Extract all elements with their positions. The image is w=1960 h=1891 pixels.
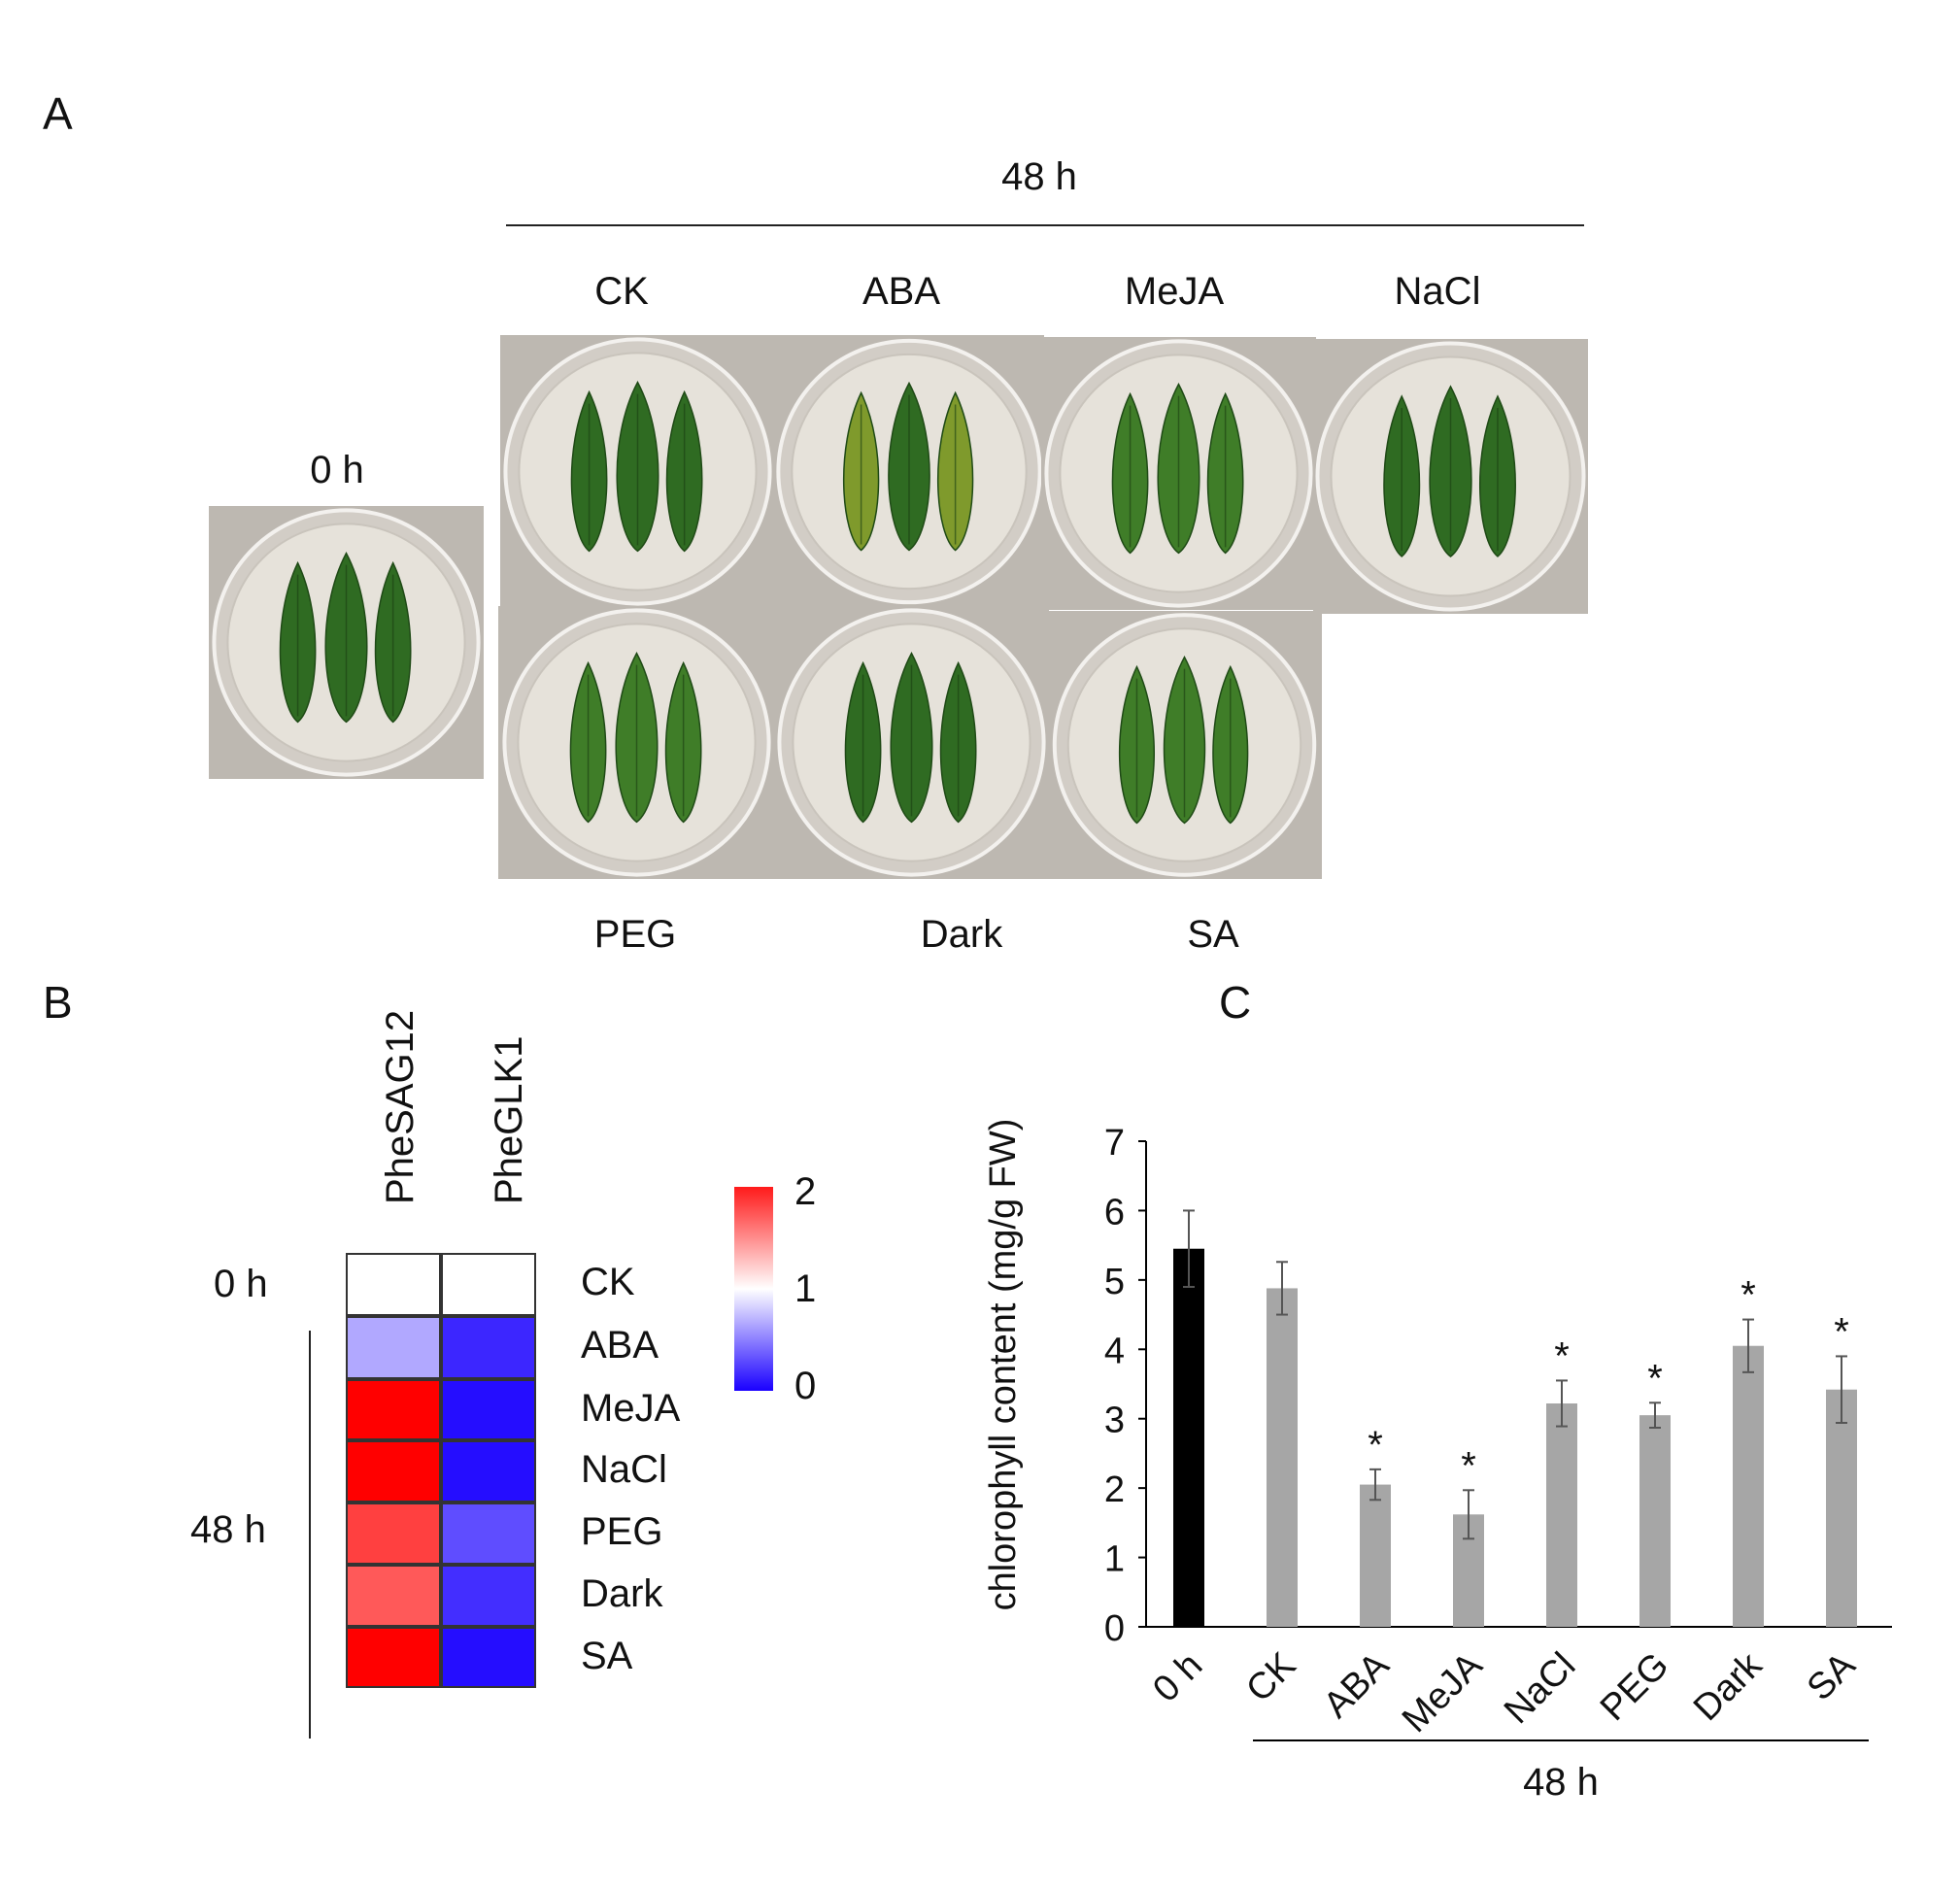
heatmap-cell: [441, 1379, 536, 1440]
heatmap-group-48h: 48 h: [190, 1508, 266, 1551]
x-tick-label: SA: [1800, 1644, 1864, 1708]
panel-a-48h-header: 48 h: [1001, 155, 1077, 198]
panel-a-label-aba: ABA: [862, 270, 941, 313]
heatmap-row-label: SA: [581, 1635, 633, 1677]
bar: [1639, 1415, 1671, 1627]
x-tick-label: PEG: [1593, 1645, 1676, 1729]
colorbar-tick-1: 1: [794, 1267, 817, 1310]
x-tick-label: Dark: [1686, 1644, 1771, 1729]
dish-photo-aba: [774, 335, 1044, 608]
group-label: 48 h: [1523, 1761, 1599, 1804]
dish-photo-0h: [209, 506, 484, 779]
heatmap-group-0h: 0 h: [214, 1263, 268, 1305]
heatmap-row-label: ABA: [581, 1324, 659, 1367]
colorbar-tick-0: 0: [794, 1365, 817, 1407]
y-tick-label: 0: [1104, 1608, 1125, 1649]
panel-a-label-ck: CK: [594, 270, 649, 313]
dish-photo-dark: [774, 606, 1049, 879]
significance-marker: *: [1461, 1444, 1476, 1487]
heatmap-cell: [441, 1503, 536, 1565]
heatmap-cell: [346, 1379, 441, 1440]
panel-a-label: A: [43, 88, 73, 139]
heatmap-cell: [441, 1627, 536, 1688]
panel-a-48h-bracket: [506, 224, 1584, 226]
heatmap-row-label: NaCl: [581, 1448, 667, 1491]
bar: [1267, 1288, 1298, 1627]
x-tick-label: NaCl: [1497, 1645, 1583, 1732]
bar: [1826, 1389, 1857, 1627]
panel-a-0h-label: 0 h: [310, 449, 364, 491]
heatmap-row-label: CK: [581, 1261, 635, 1303]
x-tick-label: 0 h: [1145, 1645, 1210, 1710]
x-tick-label: ABA: [1316, 1644, 1398, 1726]
dish-photo-sa: [1047, 611, 1322, 879]
heatmap-cell: [346, 1253, 441, 1316]
significance-marker: *: [1554, 1334, 1570, 1377]
dish-photo-nacl: [1313, 339, 1588, 614]
panel-c-label: C: [1219, 977, 1252, 1028]
bar: [1733, 1345, 1764, 1627]
y-tick-label: 6: [1104, 1192, 1125, 1233]
significance-marker: *: [1368, 1424, 1383, 1467]
heatmap-cell: [346, 1627, 441, 1688]
x-tick-label: CK: [1238, 1645, 1303, 1710]
panel-b-label: B: [43, 977, 73, 1028]
bar: [1173, 1248, 1204, 1627]
heatmap-row-label: Dark: [581, 1572, 663, 1615]
dish-photo-meja: [1041, 337, 1316, 610]
dish-photo-peg: [498, 606, 775, 879]
y-tick-label: 3: [1104, 1401, 1125, 1441]
heatmap-row-label: PEG: [581, 1510, 663, 1553]
heatmap-cell: [346, 1440, 441, 1503]
heatmap-cell: [441, 1565, 536, 1627]
significance-marker: *: [1740, 1274, 1756, 1317]
x-tick-label: MeJA: [1395, 1644, 1491, 1740]
panel-a-label-sa: SA: [1187, 913, 1239, 956]
panel-a-label-meja: MeJA: [1124, 270, 1225, 313]
significance-marker: *: [1834, 1310, 1849, 1353]
heatmap-cell: [346, 1565, 441, 1627]
heatmap-cell: [346, 1503, 441, 1565]
y-tick-label: 7: [1104, 1123, 1125, 1164]
dish-photo-ck: [500, 335, 775, 608]
heatmap-colorbar: [734, 1187, 773, 1391]
y-tick-label: 1: [1104, 1539, 1125, 1580]
bar: [1360, 1484, 1391, 1627]
heatmap-cell: [441, 1440, 536, 1503]
panel-a-label-peg: PEG: [593, 913, 677, 956]
y-tick-label: 5: [1104, 1262, 1125, 1302]
heatmap-row-label: MeJA: [581, 1387, 681, 1430]
heatmap-cell: [441, 1316, 536, 1379]
heatmap-48h-bracket: [309, 1331, 311, 1739]
significance-marker: *: [1647, 1357, 1663, 1400]
y-axis-label: chlorophyll content (mg/g FW): [983, 1119, 1024, 1611]
bar: [1546, 1403, 1577, 1627]
panel-a-label-nacl: NaCl: [1394, 270, 1481, 313]
y-tick-label: 4: [1104, 1331, 1125, 1371]
heatmap-cell: [441, 1253, 536, 1316]
panel-a-label-dark: Dark: [920, 913, 1003, 956]
heatmap-cell: [346, 1316, 441, 1379]
y-tick-label: 2: [1104, 1469, 1125, 1510]
colorbar-tick-2: 2: [794, 1170, 817, 1213]
